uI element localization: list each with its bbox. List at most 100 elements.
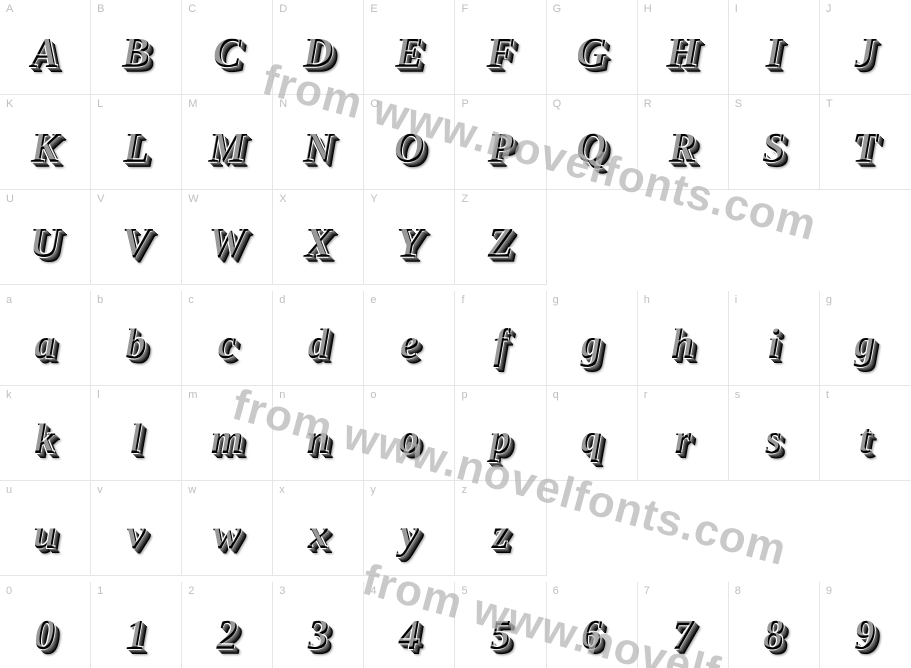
cell-label: r: [644, 389, 648, 401]
cell-label: z: [461, 484, 467, 496]
cell-label: Z: [461, 193, 468, 205]
charmap-cell: [638, 481, 729, 576]
cell-label: o: [370, 389, 376, 401]
cell-glyph: O: [394, 128, 424, 170]
cell-glyph: e: [400, 324, 419, 366]
cell-glyph: D: [303, 33, 333, 75]
cell-label: J: [826, 3, 832, 15]
cell-glyph: s: [766, 419, 782, 461]
charmap-cell: QQ: [547, 95, 638, 190]
cell-glyph: 7: [672, 615, 693, 657]
cell-label: f: [461, 294, 464, 306]
cell-label: B: [97, 3, 104, 15]
cell-glyph: q: [581, 419, 602, 461]
charmap-cell: JJ: [820, 0, 911, 95]
charmap-cell: yy: [364, 481, 455, 576]
cell-label: V: [97, 193, 104, 205]
charmap-cell: [820, 481, 911, 576]
cell-label: P: [461, 98, 468, 110]
cell-glyph: n: [307, 419, 330, 461]
charmap-cell: ww: [182, 481, 273, 576]
charmap-cell: rr: [638, 386, 729, 481]
charmap-cell: tt: [820, 386, 911, 481]
cell-label: K: [6, 98, 13, 110]
cell-glyph: Q: [576, 128, 606, 170]
cell-glyph: T: [852, 128, 878, 170]
charmap-cell: qq: [547, 386, 638, 481]
cell-label: X: [279, 193, 286, 205]
cell-glyph: 6: [581, 615, 602, 657]
cell-glyph: N: [303, 128, 333, 170]
charmap-cell: 00: [0, 582, 91, 668]
charmap-cell: zz: [455, 481, 546, 576]
charmap-cell: VV: [91, 190, 182, 285]
cell-glyph: y: [400, 514, 419, 556]
charmap-cell: EE: [364, 0, 455, 95]
charmap-cell: PP: [455, 95, 546, 190]
cell-label: T: [826, 98, 833, 110]
charmap-cell: 66: [547, 582, 638, 668]
charmap-cell: GG: [547, 0, 638, 95]
cell-glyph: g: [854, 324, 875, 366]
charmap-cell: cc: [182, 291, 273, 386]
cell-label: n: [279, 389, 285, 401]
charmap-cell: [547, 481, 638, 576]
cell-label: 0: [6, 585, 12, 597]
charmap-cell: bb: [91, 291, 182, 386]
cell-glyph: R: [669, 128, 697, 170]
cell-label: g: [826, 294, 832, 306]
cell-glyph: t: [859, 419, 871, 461]
cell-label: 3: [279, 585, 285, 597]
cell-label: 5: [461, 585, 467, 597]
cell-label: W: [188, 193, 198, 205]
cell-glyph: J: [854, 33, 875, 75]
charmap-cell: oo: [364, 386, 455, 481]
cell-glyph: P: [488, 128, 514, 170]
cell-label: t: [826, 389, 829, 401]
cell-glyph: 8: [763, 615, 784, 657]
cell-glyph: I: [766, 33, 782, 75]
cell-glyph: S: [762, 128, 785, 170]
cell-label: 1: [97, 585, 103, 597]
charmap-cell: pp: [455, 386, 546, 481]
charmap-cell: YY: [364, 190, 455, 285]
charmap-cell: WW: [182, 190, 273, 285]
cell-glyph: c: [218, 324, 237, 366]
font-character-map: AABBCCDDEEFFGGHHIIJJKKLLMMNNOOPPQQRRSSTT…: [0, 0, 911, 668]
cell-glyph: 4: [399, 615, 420, 657]
charmap-cell: [729, 190, 820, 285]
cell-label: i: [735, 294, 737, 306]
cell-label: I: [735, 3, 738, 15]
charmap-cell: [547, 190, 638, 285]
cell-glyph: X: [304, 223, 332, 265]
charmap-cell: ll: [91, 386, 182, 481]
cell-label: p: [461, 389, 467, 401]
cell-glyph: E: [395, 33, 423, 75]
charmap-cell: OO: [364, 95, 455, 190]
charmap-cell: AA: [0, 0, 91, 95]
cell-label: A: [6, 3, 13, 15]
charmap-cell: UU: [0, 190, 91, 285]
cell-label: L: [97, 98, 103, 110]
charmap-cell: ZZ: [455, 190, 546, 285]
cell-glyph: G: [576, 33, 606, 75]
cell-label: H: [644, 3, 652, 15]
charmap-cell: [729, 481, 820, 576]
cell-label: l: [97, 389, 99, 401]
cell-glyph: a: [35, 324, 56, 366]
charmap-cell: aa: [0, 291, 91, 386]
charmap-cell: 11: [91, 582, 182, 668]
charmap-cell: LL: [91, 95, 182, 190]
charmap-cell: vv: [91, 481, 182, 576]
cell-label: 8: [735, 585, 741, 597]
cell-label: y: [370, 484, 376, 496]
charmap-cell: ee: [364, 291, 455, 386]
charmap-cell: 55: [455, 582, 546, 668]
cell-label: 2: [188, 585, 194, 597]
cell-glyph: h: [671, 324, 694, 366]
charmap-cell: ii: [729, 291, 820, 386]
cell-glyph: V: [122, 223, 150, 265]
charmap-cell: ss: [729, 386, 820, 481]
charmap-cell: CC: [182, 0, 273, 95]
cell-label: d: [279, 294, 285, 306]
